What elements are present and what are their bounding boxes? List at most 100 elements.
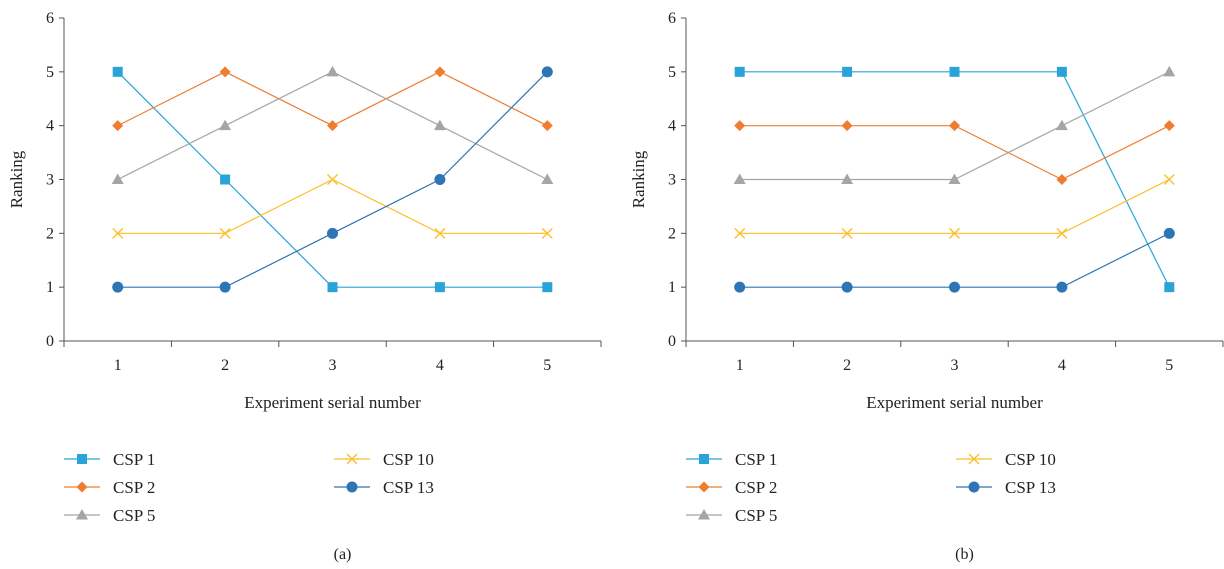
data-point-csp-5: [841, 173, 854, 184]
panel-caption-a: (a): [334, 546, 352, 563]
legend-item-csp-10: CSP 10: [334, 450, 434, 469]
legend-swatch-marker: [346, 453, 358, 465]
x-tick-label: 2: [843, 357, 851, 374]
y-tick-label: 3: [668, 172, 676, 189]
data-point-csp-10: [841, 227, 853, 239]
data-point-csp-5: [326, 65, 339, 77]
series-line-csp-10: [739, 178, 1170, 234]
data-point-csp-1: [949, 66, 960, 77]
y-tick-label: 1: [46, 279, 54, 296]
series-csp-10: [112, 174, 553, 239]
y-tick-label: 2: [46, 225, 54, 242]
panel-caption-b: (b): [955, 546, 974, 563]
data-point-csp-1: [542, 282, 553, 293]
legend-item-csp-1: CSP 1: [686, 450, 777, 469]
legend-label: CSP 1: [735, 450, 777, 469]
legend-label: CSP 5: [735, 506, 777, 525]
legend-label: CSP 13: [1005, 478, 1056, 497]
data-point-csp-1: [842, 66, 853, 77]
legend-item-csp-2: CSP 2: [686, 478, 777, 497]
x-tick-label: 1: [736, 357, 744, 374]
y-tick-label: 2: [668, 225, 676, 242]
y-tick-label: 5: [46, 64, 54, 81]
data-point-csp-1: [327, 282, 338, 293]
data-point-csp-5: [541, 173, 554, 184]
legend-item-csp-1: CSP 1: [64, 450, 155, 469]
chart-panel-a: 0 1 2 3 4 5 6 1 2 3 4 5 Ranking Experiment serial num…: [7, 10, 602, 563]
data-point-csp-5: [733, 173, 746, 184]
data-point-csp-13: [541, 66, 553, 78]
data-point-csp-5: [1055, 119, 1068, 131]
data-point-csp-1: [734, 66, 745, 77]
line-chart-a: 0 1 2 3 4 5 6 1 2 3 4 5 Ranking Experiment serial num…: [7, 10, 602, 563]
line-chart-b: 0 1 2 3 4 5 6 1 2 3 4 5 Ranking Experiment serial num…: [629, 10, 1224, 563]
legend-label: CSP 13: [383, 478, 434, 497]
legend-item-csp-10: CSP 10: [956, 450, 1056, 469]
series-line-csp-10: [117, 178, 548, 234]
series-csp-10: [734, 174, 1175, 239]
x-tick-label: 5: [543, 357, 551, 374]
series-csp-13: [112, 66, 553, 293]
data-point-csp-2: [112, 120, 124, 132]
y-tick-label: 0: [46, 333, 54, 350]
series-csp-13: [734, 227, 1175, 293]
legend-label: CSP 10: [1005, 450, 1056, 469]
series-line-csp-2: [739, 125, 1170, 181]
data-point-csp-5: [433, 119, 446, 131]
legend-swatch-marker: [76, 481, 88, 493]
legend-item-csp-5: CSP 5: [686, 506, 777, 525]
y-tick-label: 3: [46, 172, 54, 189]
y-tick-label: 6: [668, 10, 676, 27]
x-tick-label: 5: [1165, 357, 1173, 374]
data-point-csp-2: [327, 120, 338, 132]
data-point-csp-2: [541, 120, 553, 132]
legend-label: CSP 5: [113, 506, 155, 525]
data-point-csp-2: [1056, 174, 1068, 185]
data-point-csp-10: [219, 227, 231, 239]
legend-label: CSP 1: [113, 450, 155, 469]
legend-item-csp-13: CSP 13: [956, 478, 1056, 497]
data-point-csp-13: [734, 281, 746, 293]
data-point-csp-13: [949, 281, 960, 293]
y-tick-label: 1: [668, 279, 676, 296]
legend-item-csp-5: CSP 5: [64, 506, 155, 525]
data-point-csp-13: [1056, 281, 1068, 293]
legend-swatch-marker: [698, 509, 710, 520]
series-line-csp-13: [739, 232, 1170, 288]
data-point-csp-2: [434, 66, 446, 78]
data-point-csp-10: [1056, 227, 1068, 239]
data-point-csp-1: [1056, 66, 1067, 77]
data-point-csp-1: [220, 174, 231, 185]
data-point-csp-1: [434, 282, 445, 293]
x-tick-label: 1: [114, 357, 122, 374]
data-point-csp-13: [434, 174, 446, 185]
x-tick-label: 3: [951, 357, 959, 374]
x-tick-label: 3: [329, 357, 337, 374]
data-point-csp-13: [841, 281, 853, 293]
series-line-csp-2: [117, 71, 548, 127]
data-point-csp-2: [949, 120, 960, 132]
legend-swatch-marker: [699, 454, 709, 464]
y-tick-label: 4: [668, 118, 676, 135]
data-point-csp-13: [327, 227, 338, 239]
data-point-csp-10: [1163, 174, 1175, 185]
data-point-csp-10: [434, 227, 446, 239]
data-point-csp-5: [111, 173, 124, 184]
y-tick-label: 5: [668, 64, 676, 81]
y-tick-label: 0: [668, 333, 676, 350]
data-point-csp-2: [841, 120, 853, 132]
data-point-csp-10: [949, 227, 960, 239]
data-point-csp-5: [219, 119, 232, 131]
data-point-csp-2: [734, 120, 746, 132]
legend-item-csp-2: CSP 2: [64, 478, 155, 497]
data-point-csp-10: [541, 227, 553, 239]
data-point-csp-10: [327, 174, 338, 185]
legend-swatch-marker: [346, 481, 358, 493]
data-point-csp-10: [734, 227, 746, 239]
x-tick-label: 4: [436, 357, 444, 374]
legend-swatch-marker: [698, 481, 710, 493]
legend-label: CSP 2: [113, 478, 155, 497]
y-tick-label: 6: [46, 10, 54, 27]
series-csp-5: [733, 65, 1176, 184]
legend-swatch-marker: [77, 454, 87, 464]
